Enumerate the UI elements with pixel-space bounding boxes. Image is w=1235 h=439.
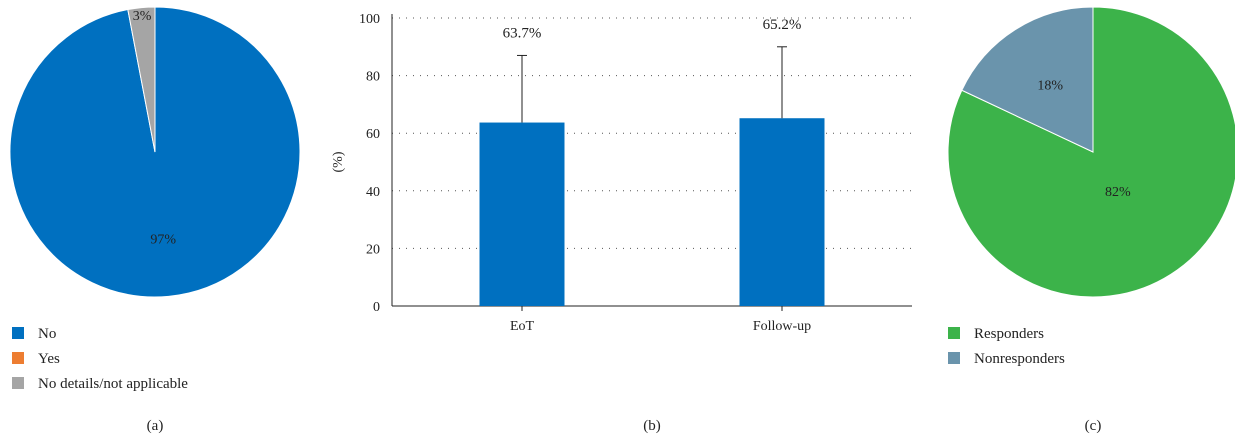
legend-swatch bbox=[12, 377, 24, 389]
slice-label: 18% bbox=[1037, 79, 1063, 94]
legend-swatch bbox=[948, 352, 960, 364]
y-axis-label: (%) bbox=[331, 151, 346, 172]
y-tick-label: 60 bbox=[366, 127, 380, 142]
legend-swatch bbox=[12, 352, 24, 364]
bar-value-label: 65.2% bbox=[763, 17, 802, 33]
bar-value-label: 63.7% bbox=[503, 25, 542, 41]
x-tick-label: EoT bbox=[510, 319, 535, 334]
slice-label: 97% bbox=[150, 233, 176, 248]
y-tick-label: 80 bbox=[366, 70, 380, 85]
pie-chart-a: 97% 3% bbox=[9, 6, 301, 298]
legend-a: No Yes No details/not applicable bbox=[12, 326, 188, 392]
pie-slice-responders bbox=[947, 6, 1235, 298]
pie-slice-no-details-not-applicable bbox=[127, 6, 156, 153]
legend-swatch bbox=[948, 327, 960, 339]
pie-chart-c: 82% 18% bbox=[947, 6, 1235, 298]
legend-label: Yes bbox=[38, 351, 60, 367]
legend-label: Responders bbox=[974, 326, 1044, 342]
legend-label: Nonresponders bbox=[974, 351, 1065, 367]
pie-slice-nonresponders bbox=[961, 6, 1094, 153]
panel-label-c: (c) bbox=[1085, 418, 1102, 434]
x-tick-label: Follow-up bbox=[753, 319, 811, 334]
legend-swatch bbox=[12, 327, 24, 339]
panel-label-a: (a) bbox=[147, 418, 164, 434]
y-tick-label: 100 bbox=[359, 12, 380, 27]
bar-eot bbox=[479, 122, 565, 306]
y-tick-label: 0 bbox=[373, 300, 380, 315]
panel-label-b: (b) bbox=[643, 418, 661, 434]
legend-label: No details/not applicable bbox=[38, 376, 188, 392]
y-tick-label: 40 bbox=[366, 185, 380, 200]
slice-label: 82% bbox=[1105, 185, 1131, 200]
bar-follow-up bbox=[739, 118, 825, 306]
legend-c: Responders Nonresponders bbox=[948, 326, 1065, 367]
legend-label: No bbox=[38, 326, 56, 342]
y-tick-label: 20 bbox=[366, 242, 380, 257]
slice-label: 3% bbox=[133, 9, 152, 24]
bar-chart-b: 0 20 40 60 80 100 (%) 63.7% EoT 65.2% Follow-up bbox=[331, 12, 912, 334]
